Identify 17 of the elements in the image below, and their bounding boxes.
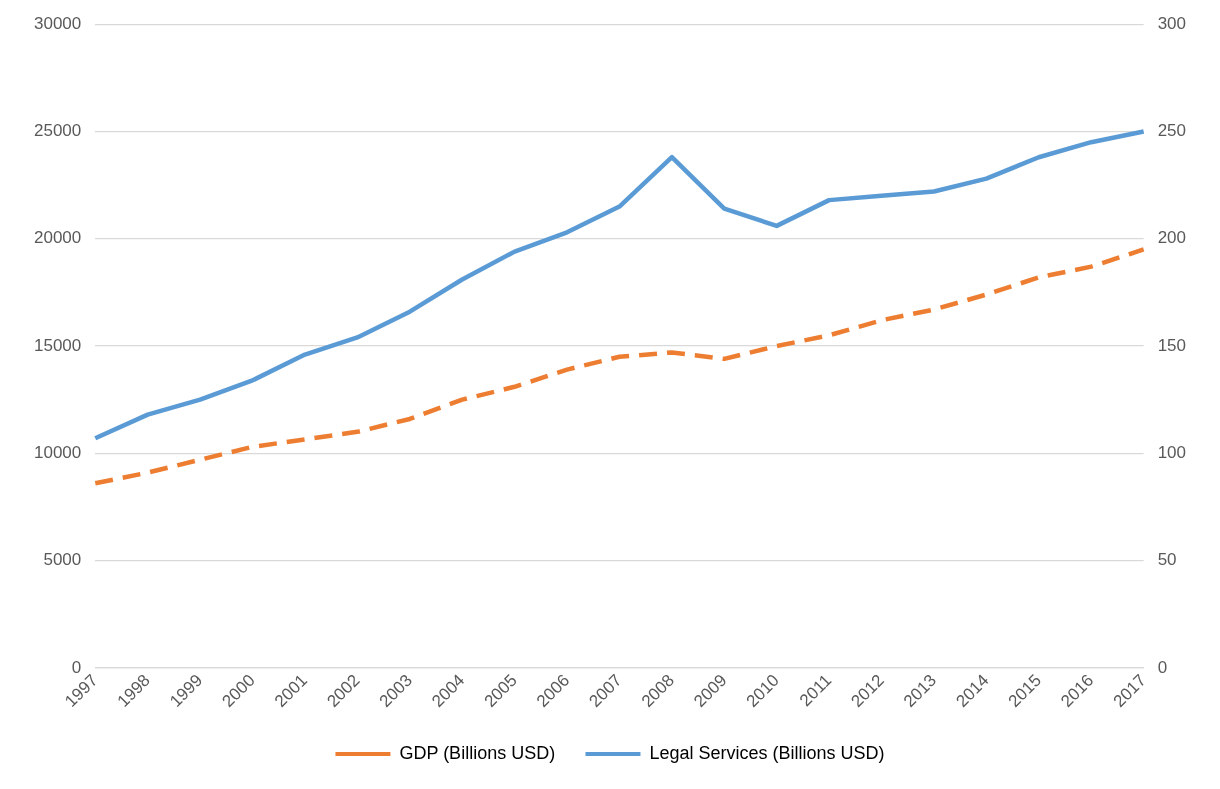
y2-tick-label: 150 xyxy=(1157,335,1187,355)
y-tick-label: 0 xyxy=(71,657,82,677)
y-tick-label: 15000 xyxy=(33,335,82,355)
y2-tick-label: 250 xyxy=(1157,121,1187,141)
line-series xyxy=(93,247,1146,486)
y-tick-label: 10000 xyxy=(33,442,82,462)
y-tick-label: 25000 xyxy=(33,121,82,141)
y2-tick-label: 200 xyxy=(1157,228,1187,248)
y2-tick-label: 50 xyxy=(1157,550,1177,570)
y2-tick-label: 300 xyxy=(1157,13,1187,33)
y-tick-label: 30000 xyxy=(33,13,82,33)
legend-label: Legal Services (Billions USD) xyxy=(649,742,885,763)
y2-tick-label: 100 xyxy=(1157,442,1187,462)
y2-tick-label: 0 xyxy=(1157,657,1168,677)
y-tick-label: 5000 xyxy=(43,550,82,570)
y-tick-label: 20000 xyxy=(33,228,82,248)
legend-label: GDP (Billions USD) xyxy=(399,742,556,763)
